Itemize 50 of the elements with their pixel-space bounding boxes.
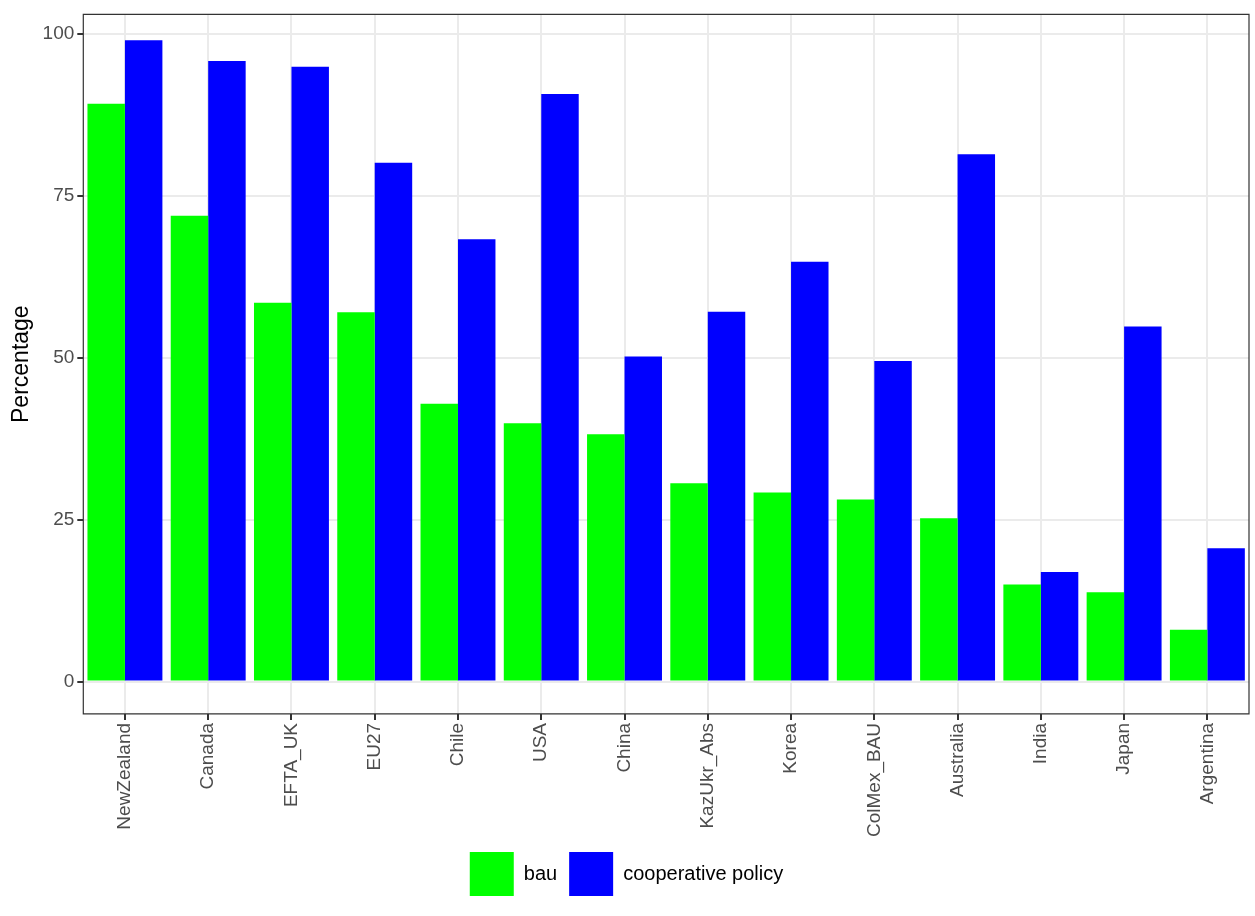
x-tick-label: Australia <box>945 722 967 797</box>
bar <box>836 499 875 681</box>
bar <box>957 154 996 681</box>
x-tick-label: Chile <box>446 722 468 767</box>
x-tick-label: ColMex_BAU <box>862 722 885 838</box>
x-tick-label: KazUkr_Abs <box>696 722 719 829</box>
y-tick-label: 0 <box>63 669 75 691</box>
bar <box>624 356 662 681</box>
bar <box>420 403 458 681</box>
x-tick-label: Canada <box>196 722 218 790</box>
y-tick-label: 75 <box>53 184 75 205</box>
y-tick-label: 25 <box>53 507 75 529</box>
bar <box>457 239 496 681</box>
bar <box>253 302 292 681</box>
bar <box>1040 572 1079 681</box>
bar <box>1124 326 1162 681</box>
x-tick-label: EU27 <box>362 722 384 771</box>
bar <box>874 360 912 681</box>
bar <box>791 261 829 681</box>
bar <box>1169 629 1208 681</box>
bar <box>503 423 542 681</box>
bar <box>541 94 579 681</box>
y-axis-title: Percentage <box>7 305 34 423</box>
bar <box>374 162 413 681</box>
x-tick-label: EFTA_UK <box>279 722 302 808</box>
x-tick-label: Argentina <box>1195 722 1217 805</box>
bar <box>337 312 375 681</box>
x-tick-label: China <box>612 722 634 773</box>
bar <box>753 492 792 681</box>
bar <box>1086 592 1125 681</box>
legend-label: cooperative policy <box>623 861 784 884</box>
bar <box>920 518 958 681</box>
bar <box>170 215 209 681</box>
bar <box>1207 548 1245 681</box>
bar <box>707 311 746 681</box>
x-tick-label: USA <box>529 722 551 763</box>
y-tick-label: 50 <box>53 345 75 367</box>
bar <box>587 434 625 681</box>
x-tick-label: NewZealand <box>113 722 135 830</box>
bar <box>208 61 246 681</box>
x-tick-label: India <box>1029 722 1051 765</box>
bar <box>291 66 329 681</box>
y-tick-label: 100 <box>42 22 75 44</box>
bar <box>1003 584 1041 681</box>
bar <box>670 483 708 681</box>
x-tick-label: Korea <box>779 722 801 774</box>
legend-label: bau <box>523 861 558 884</box>
x-tick-label: Japan <box>1112 722 1134 775</box>
bar <box>124 40 163 681</box>
bar <box>87 103 125 681</box>
